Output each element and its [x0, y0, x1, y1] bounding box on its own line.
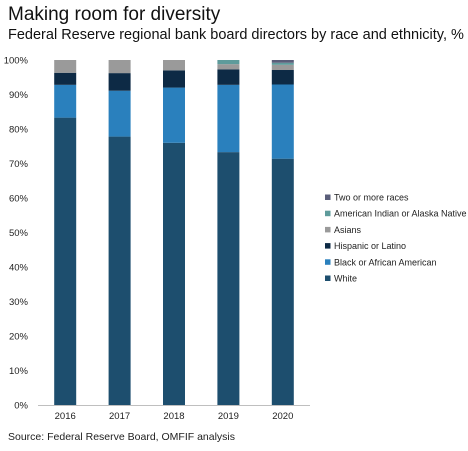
y-tick-label: 10%	[9, 366, 29, 377]
bar-segment	[108, 73, 131, 91]
bar-segment	[163, 142, 185, 406]
bar-segment	[163, 70, 185, 88]
legend-swatch	[325, 259, 331, 265]
y-tick-label: 100%	[4, 56, 29, 67]
bar-segment	[217, 69, 240, 85]
bar-segment	[271, 70, 294, 85]
bar-segment	[217, 84, 240, 153]
legend-label: White	[334, 274, 357, 284]
legend-label: Hispanic or Latino	[334, 241, 406, 251]
chart-subtitle: Federal Reserve regional bank board dire…	[8, 27, 464, 43]
legend: Two or more races American Indian or Alas…	[325, 193, 467, 284]
bar-segment	[217, 152, 240, 405]
y-tick-label: 40%	[9, 263, 29, 274]
x-tick-label: 2019	[218, 411, 239, 422]
legend-swatch	[325, 194, 331, 200]
source-note: Source: Federal Reserve Board, OMFIF ana…	[8, 431, 236, 443]
bar-segment	[271, 60, 294, 63]
x-axis: 2016 2017 2018 2019 2020	[38, 405, 310, 422]
bar-segment	[54, 84, 77, 118]
y-tick-label: 60%	[9, 194, 29, 205]
y-axis: 0% 10% 20% 30% 40% 50% 60% 70% 80% 90% 100%	[4, 56, 29, 412]
x-tick-label: 2016	[55, 411, 76, 422]
bar-segment	[217, 60, 240, 65]
bar-segment	[217, 64, 240, 70]
stacked-bar-chart: 0%10%20%30%40%50%60%70%80%90%100% 2016 20…	[4, 56, 467, 423]
y-tick-label: 80%	[9, 125, 29, 136]
legend-swatch	[325, 210, 331, 217]
bar-segment	[108, 136, 131, 405]
x-tick-label: 2018	[163, 411, 184, 422]
bars	[54, 60, 294, 406]
legend-swatch	[325, 275, 331, 281]
y-tick-label: 90%	[9, 90, 29, 101]
bar-segment	[163, 60, 185, 71]
legend-swatch	[325, 226, 331, 233]
x-tick-label: 2020	[272, 411, 293, 422]
bar-segment	[54, 117, 77, 406]
legend-label: American Indian or Alaska Native	[334, 209, 467, 219]
bar-segment	[54, 72, 77, 85]
legend-label: Black or African American	[334, 257, 437, 267]
y-tick-label: 0%	[14, 401, 28, 412]
y-tick-label: 20%	[9, 332, 29, 343]
bar-segment	[271, 64, 294, 71]
bar-segment	[271, 62, 294, 65]
bar-segment	[271, 158, 294, 405]
bar-segment	[54, 60, 77, 73]
bar-segment	[271, 84, 294, 159]
y-tick-label: 30%	[9, 297, 29, 308]
chart-title: Making room for diversity	[8, 4, 221, 25]
bar-segment	[163, 87, 185, 143]
legend-label: Two or more races	[334, 193, 409, 203]
bar-segment	[108, 60, 131, 74]
y-tick-label: 70%	[9, 159, 29, 170]
legend-swatch	[325, 243, 331, 249]
y-tick-label: 50%	[9, 228, 29, 239]
legend-label: Asians	[334, 225, 362, 235]
x-tick-label: 2017	[109, 411, 130, 422]
bar-segment	[108, 90, 131, 137]
